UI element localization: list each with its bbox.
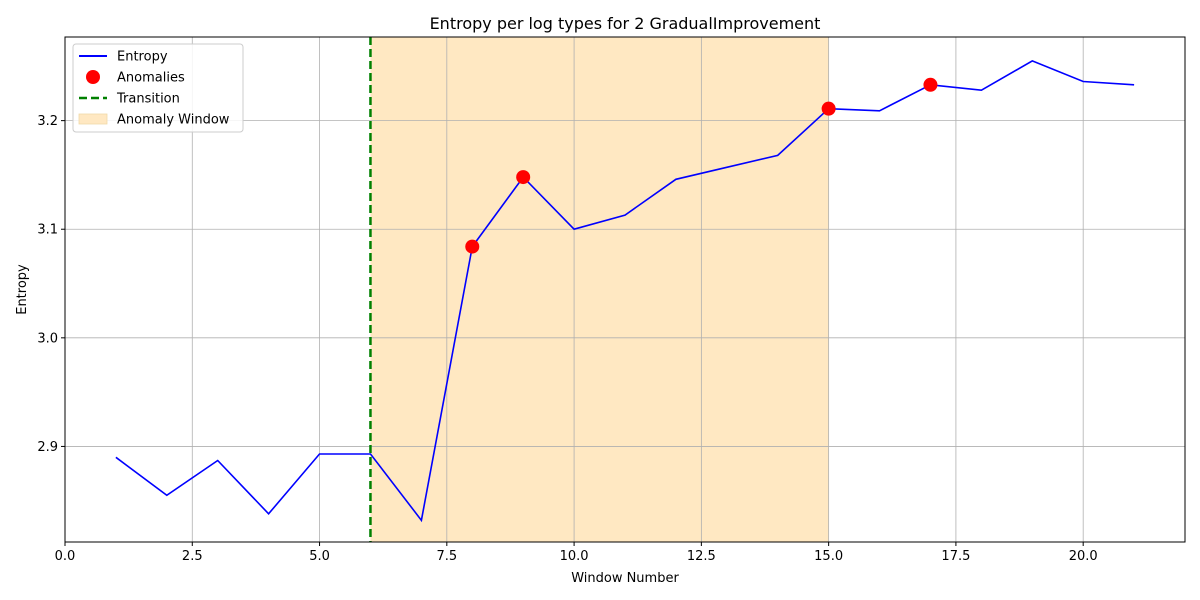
legend: Entropy Anomalies Transition Anomaly Window (72, 43, 244, 133)
x-tick-label: 12.5 (687, 549, 716, 564)
y-axis-label: Entropy (15, 264, 30, 315)
legend-entropy-label: Entropy (117, 50, 168, 65)
anomaly-point (465, 239, 480, 254)
y-tick-label: 3.2 (37, 114, 58, 129)
chart-title: Entropy per log types for 2 GradualImpro… (430, 14, 821, 33)
legend-anomalies-swatch (86, 70, 100, 84)
y-tick-label: 3.1 (37, 223, 58, 238)
x-tick-label: 7.5 (436, 549, 457, 564)
x-axis-label: Window Number (571, 571, 679, 586)
anomaly-point (923, 77, 938, 92)
x-tick-label: 0.0 (55, 549, 76, 564)
legend-window-label: Anomaly Window (117, 113, 230, 128)
legend-transition-label: Transition (116, 92, 180, 107)
legend-anomalies-label: Anomalies (117, 71, 185, 86)
x-tick-label: 5.0 (309, 549, 330, 564)
x-tick-label: 15.0 (814, 549, 843, 564)
x-tick-label: 17.5 (941, 549, 970, 564)
entropy-series-line (115, 60, 1135, 523)
x-tick-label: 2.5 (182, 549, 203, 564)
x-tick-label: 10.0 (560, 549, 589, 564)
legend-box (72, 43, 244, 133)
anomaly-window-span (370, 37, 829, 542)
plot-frame (64, 36, 1186, 543)
anomaly-point (516, 170, 531, 185)
anomaly-point (821, 101, 836, 116)
y-tick-label: 2.9 (37, 440, 58, 455)
y-tick-label: 3.0 (37, 331, 58, 346)
x-tick-label: 20.0 (1069, 549, 1098, 564)
legend-window-swatch (78, 113, 108, 125)
